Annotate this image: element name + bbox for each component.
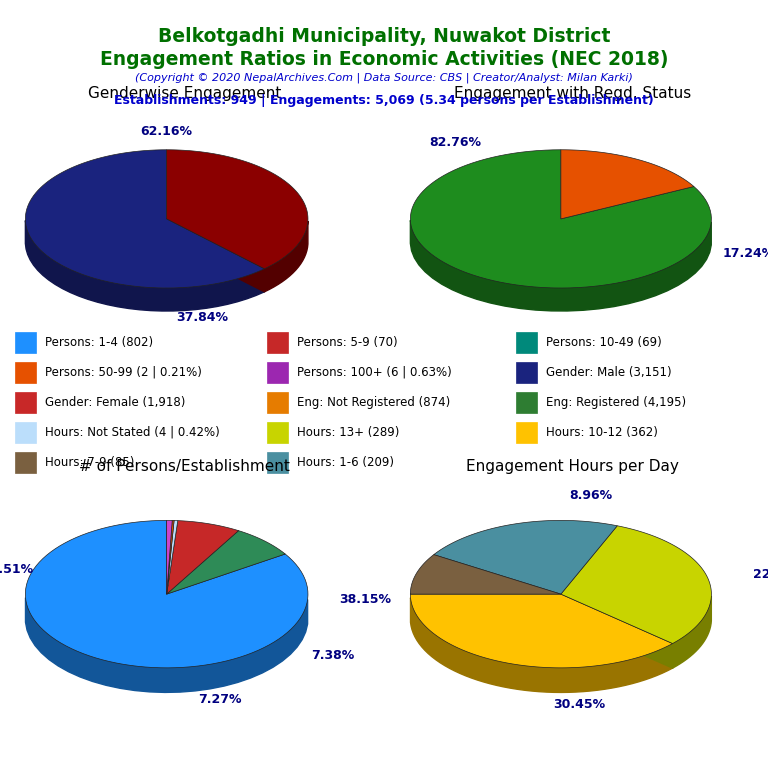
Polygon shape [167, 219, 264, 292]
Polygon shape [410, 554, 561, 594]
Bar [516, 392, 537, 413]
Polygon shape [25, 150, 264, 288]
Polygon shape [561, 594, 673, 668]
Polygon shape [167, 219, 264, 292]
Bar [516, 332, 537, 353]
Text: 22.02%: 22.02% [753, 568, 768, 581]
Polygon shape [167, 521, 239, 594]
Text: Gender: Male (3,151): Gender: Male (3,151) [546, 366, 671, 379]
Bar [267, 422, 289, 443]
Polygon shape [410, 220, 711, 311]
Text: Establishments: 949 | Engagements: 5,069 (5.34 persons per Establishment): Establishments: 949 | Engagements: 5,069… [114, 94, 654, 107]
Text: Engagement Ratios in Economic Activities (NEC 2018): Engagement Ratios in Economic Activities… [100, 50, 668, 69]
Text: (Copyright © 2020 NepalArchives.Com | Data Source: CBS | Creator/Analyst: Milan : (Copyright © 2020 NepalArchives.Com | Da… [135, 73, 633, 84]
Bar [516, 422, 537, 443]
Polygon shape [25, 220, 264, 311]
Text: Persons: 100+ (6 | 0.63%): Persons: 100+ (6 | 0.63%) [297, 366, 452, 379]
Polygon shape [411, 598, 673, 693]
Polygon shape [561, 150, 694, 219]
Text: 17.24%: 17.24% [723, 247, 768, 260]
Text: Eng: Registered (4,195): Eng: Registered (4,195) [546, 396, 686, 409]
Polygon shape [410, 150, 711, 288]
Text: Hours: 1-6 (209): Hours: 1-6 (209) [297, 456, 395, 468]
Text: 38.15%: 38.15% [339, 593, 391, 605]
Polygon shape [167, 531, 285, 594]
Text: Belkotgadhi Municipality, Nuwakot District: Belkotgadhi Municipality, Nuwakot Distri… [157, 27, 611, 46]
Text: Hours: 10-12 (362): Hours: 10-12 (362) [546, 426, 657, 439]
Text: 82.76%: 82.76% [429, 137, 482, 149]
Polygon shape [167, 150, 308, 269]
Bar [15, 452, 36, 473]
Text: Persons: 10-49 (69): Persons: 10-49 (69) [546, 336, 661, 349]
Text: Persons: 50-99 (2 | 0.21%): Persons: 50-99 (2 | 0.21%) [45, 366, 202, 379]
Polygon shape [673, 596, 711, 668]
Bar [267, 392, 289, 413]
Text: Gender: Female (1,918): Gender: Female (1,918) [45, 396, 186, 409]
Polygon shape [167, 521, 177, 594]
Text: Hours: 7-9 (85): Hours: 7-9 (85) [45, 456, 134, 468]
Text: 62.16%: 62.16% [141, 125, 193, 137]
Polygon shape [167, 521, 172, 594]
Text: 84.51%: 84.51% [0, 563, 34, 576]
Polygon shape [25, 598, 308, 693]
Text: 7.38%: 7.38% [311, 649, 354, 662]
Text: Persons: 5-9 (70): Persons: 5-9 (70) [297, 336, 398, 349]
Title: Genderwise Engagement: Genderwise Engagement [88, 86, 281, 101]
Text: 30.45%: 30.45% [554, 698, 606, 711]
Title: # of Persons/Establishment: # of Persons/Establishment [79, 458, 290, 474]
Text: 8.96%: 8.96% [569, 489, 613, 502]
Bar [15, 362, 36, 383]
Bar [15, 332, 36, 353]
Title: Engagement Hours per Day: Engagement Hours per Day [465, 458, 679, 474]
Polygon shape [561, 594, 673, 668]
Polygon shape [561, 526, 711, 644]
Text: Persons: 1-4 (802): Persons: 1-4 (802) [45, 336, 154, 349]
Bar [267, 332, 289, 353]
Title: Engagement with Regd. Status: Engagement with Regd. Status [454, 86, 690, 101]
Bar [267, 362, 289, 383]
Polygon shape [434, 521, 617, 594]
Bar [15, 422, 36, 443]
Text: Eng: Not Registered (874): Eng: Not Registered (874) [297, 396, 451, 409]
Text: Hours: 13+ (289): Hours: 13+ (289) [297, 426, 400, 439]
Polygon shape [264, 221, 308, 292]
Polygon shape [25, 521, 308, 668]
Polygon shape [410, 594, 673, 668]
Bar [516, 362, 537, 383]
Polygon shape [167, 521, 174, 594]
Bar [15, 392, 36, 413]
Text: 37.84%: 37.84% [176, 312, 228, 324]
Text: 7.27%: 7.27% [198, 694, 241, 707]
Bar [267, 452, 289, 473]
Text: Hours: Not Stated (4 | 0.42%): Hours: Not Stated (4 | 0.42%) [45, 426, 220, 439]
